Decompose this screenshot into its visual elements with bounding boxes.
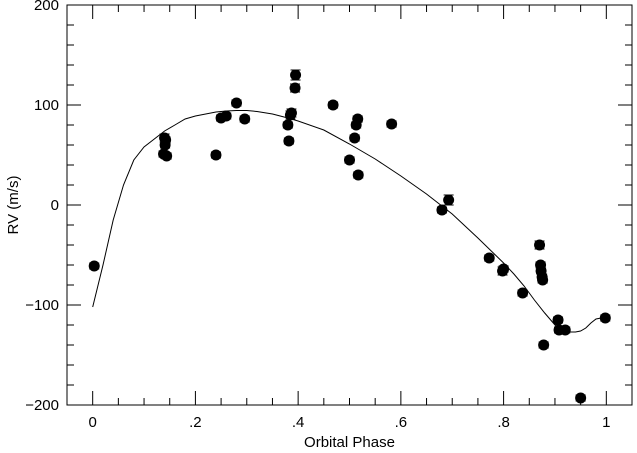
data-point	[483, 252, 495, 264]
y-tick-label: −200	[25, 397, 59, 414]
point-marker	[161, 150, 173, 162]
point-marker	[436, 204, 448, 216]
data-point	[443, 194, 455, 206]
y-tick-label: 100	[34, 97, 59, 114]
x-tick-label: .2	[189, 414, 202, 431]
data-point	[239, 113, 251, 125]
data-points	[88, 69, 611, 404]
data-point	[327, 99, 339, 111]
data-point	[283, 135, 295, 147]
x-tick-label: 1	[602, 414, 610, 431]
data-point	[220, 110, 232, 122]
point-marker	[386, 118, 398, 130]
y-axis-label: RV (m/s)	[5, 176, 22, 235]
point-marker	[443, 194, 455, 206]
point-marker	[160, 134, 172, 146]
data-point	[599, 312, 611, 324]
data-point	[575, 392, 587, 404]
point-marker	[344, 154, 355, 166]
data-point	[349, 132, 361, 144]
data-point	[352, 113, 364, 125]
point-marker	[352, 113, 364, 125]
x-tick-label: 0	[89, 414, 97, 431]
data-point	[289, 82, 301, 94]
point-marker	[352, 169, 364, 181]
point-marker	[349, 132, 361, 144]
point-marker	[537, 274, 549, 286]
axis-ticks	[66, 4, 633, 406]
data-point	[344, 154, 355, 166]
point-marker	[290, 69, 302, 81]
point-marker	[517, 287, 529, 299]
data-point	[88, 260, 100, 272]
y-tick-label: −100	[25, 297, 59, 314]
axis-tick-labels: 0 .2 .4 .6 .8 1 −200 −100 0 100 200	[25, 0, 610, 431]
model-curve	[92, 110, 607, 333]
data-point	[552, 314, 564, 326]
x-tick-label: .4	[292, 414, 305, 431]
data-point	[436, 204, 448, 216]
y-tick-label: 0	[51, 197, 59, 214]
point-marker	[538, 339, 550, 351]
data-point	[537, 274, 549, 286]
data-point	[386, 118, 398, 130]
data-point	[231, 97, 242, 109]
data-point	[210, 149, 222, 161]
x-axis-label: Orbital Phase	[304, 434, 395, 451]
point-marker	[210, 149, 222, 161]
data-point	[161, 150, 173, 162]
point-marker	[483, 252, 495, 264]
point-marker	[498, 263, 510, 275]
data-point	[352, 169, 364, 181]
data-point	[282, 119, 294, 131]
data-point	[285, 107, 297, 119]
x-tick-label: .8	[497, 414, 510, 431]
point-marker	[327, 99, 339, 111]
point-marker	[599, 312, 611, 324]
point-marker	[239, 113, 251, 125]
point-marker	[534, 239, 546, 251]
point-marker	[285, 107, 297, 119]
point-marker	[283, 135, 295, 147]
data-point	[290, 69, 302, 81]
data-point	[538, 339, 550, 351]
point-marker	[559, 324, 571, 336]
x-tick-label: .6	[395, 414, 408, 431]
data-point	[517, 287, 529, 299]
point-marker	[282, 119, 294, 131]
point-marker	[88, 260, 100, 272]
data-point	[534, 239, 546, 251]
data-point	[559, 324, 571, 336]
point-marker	[552, 314, 564, 326]
point-marker	[231, 97, 242, 109]
data-point	[160, 134, 172, 146]
point-marker	[220, 110, 232, 122]
y-tick-label: 200	[34, 0, 59, 14]
point-marker	[289, 82, 301, 94]
data-point	[498, 263, 510, 275]
point-marker	[575, 392, 587, 404]
